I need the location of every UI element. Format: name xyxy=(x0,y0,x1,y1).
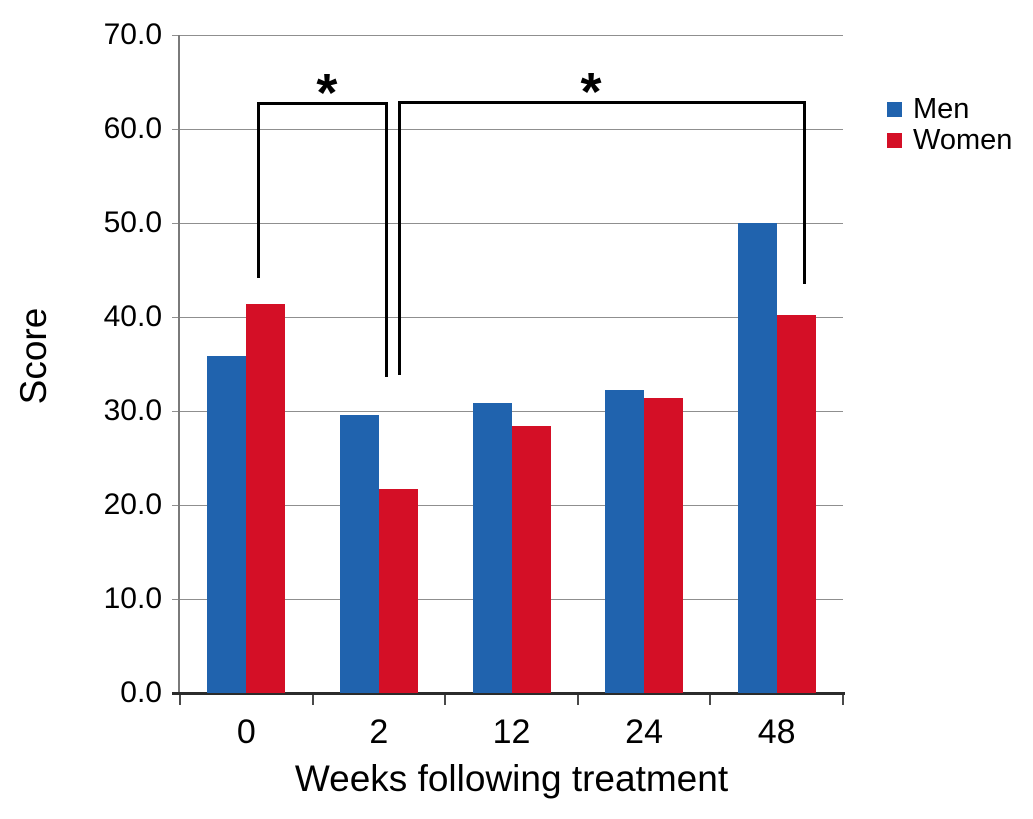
legend: Men Women xyxy=(887,93,1013,156)
x-tick-label: 48 xyxy=(757,713,796,751)
y-axis-tick xyxy=(172,410,180,412)
x-axis-line xyxy=(172,692,845,695)
gridline xyxy=(180,34,843,36)
y-tick-label: 0.0 xyxy=(120,676,162,709)
y-tick-label: 10.0 xyxy=(103,582,162,615)
x-axis-title: Weeks following treatment xyxy=(294,758,729,799)
y-tick-label: 30.0 xyxy=(103,394,162,427)
significance-asterisk: * xyxy=(580,61,602,122)
y-tick-label: 50.0 xyxy=(103,206,162,239)
significance-bracket-left-leg xyxy=(397,100,401,376)
y-axis-line xyxy=(178,35,180,693)
legend-item-men: Men xyxy=(887,93,1012,125)
bar-men-week-48 xyxy=(737,223,777,693)
y-axis-tick xyxy=(172,598,180,600)
x-axis-tick xyxy=(311,695,314,705)
x-axis-tick xyxy=(709,695,712,705)
x-tick-label: 2 xyxy=(369,713,389,751)
x-axis-tick xyxy=(576,695,579,705)
y-axis-tick xyxy=(172,128,180,130)
legend-swatch-men xyxy=(887,102,902,117)
significance-bracket-top xyxy=(257,101,388,105)
x-tick-label: 24 xyxy=(625,713,663,751)
bar-men-week-12 xyxy=(472,403,512,693)
x-tick-label: 12 xyxy=(492,713,531,751)
gridline xyxy=(180,316,843,318)
bar-women-week-0 xyxy=(246,303,286,693)
legend-item-women: Women xyxy=(887,124,1013,156)
y-tick-label: 60.0 xyxy=(103,112,162,145)
legend-label: Men xyxy=(913,93,970,125)
bar-men-week-0 xyxy=(207,355,247,693)
bar-women-week-24 xyxy=(644,397,684,693)
y-axis-tick xyxy=(172,504,180,506)
gridline xyxy=(180,128,843,130)
x-axis-tick xyxy=(179,695,181,705)
bar-women-week-48 xyxy=(776,315,816,693)
y-axis-tick xyxy=(172,222,180,224)
significance-bracket-right-leg xyxy=(384,101,388,378)
significance-bracket-left-leg xyxy=(257,101,261,279)
bar-men-week-24 xyxy=(605,390,645,693)
significance-bracket-top xyxy=(397,100,806,104)
legend-label: Women xyxy=(913,124,1013,156)
bar-women-week-2 xyxy=(378,489,418,693)
y-axis-tick xyxy=(172,34,180,36)
y-tick-label: 20.0 xyxy=(103,488,162,521)
gridline xyxy=(180,222,843,224)
significance-bracket-right-leg xyxy=(802,100,806,285)
legend-swatch-women xyxy=(887,133,902,148)
bar-women-week-12 xyxy=(511,426,551,693)
y-axis-tick xyxy=(172,316,180,318)
y-tick-label: 70.0 xyxy=(103,18,162,51)
bar-men-week-2 xyxy=(339,414,379,693)
x-axis-tick xyxy=(444,695,447,705)
significance-asterisk: * xyxy=(316,62,338,123)
x-axis-tick xyxy=(842,695,844,705)
y-axis-title: Score xyxy=(13,307,54,405)
x-tick-label: 0 xyxy=(236,713,256,751)
gridline xyxy=(180,410,843,412)
y-tick-label: 40.0 xyxy=(103,300,162,333)
